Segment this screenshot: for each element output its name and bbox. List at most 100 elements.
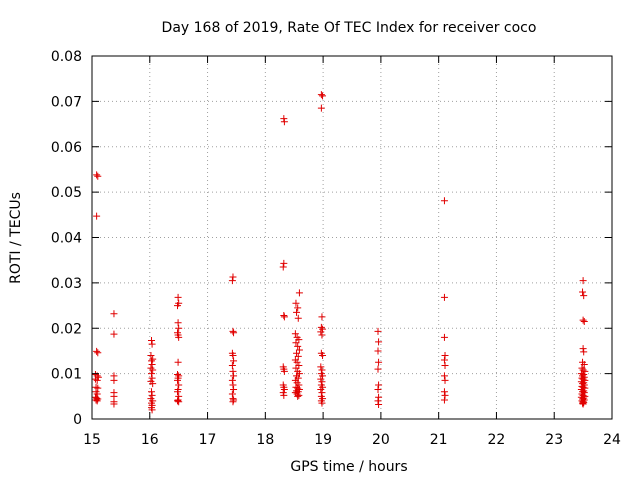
data-point xyxy=(110,310,118,318)
data-point xyxy=(374,347,382,355)
y-tick-label: 0.08 xyxy=(51,49,82,65)
data-point xyxy=(93,171,101,179)
data-point xyxy=(441,351,449,359)
data-point xyxy=(93,376,101,384)
data-point xyxy=(375,358,383,366)
x-tick-label: 17 xyxy=(199,432,217,448)
data-point xyxy=(148,357,156,365)
data-point xyxy=(440,356,448,364)
data-point xyxy=(280,391,288,399)
data-point xyxy=(295,336,303,344)
data-point xyxy=(579,288,587,296)
data-point xyxy=(92,396,100,404)
data-point xyxy=(94,384,102,392)
y-axis-label: ROTI / TECUs xyxy=(8,192,24,284)
data-point xyxy=(292,299,300,307)
data-point xyxy=(229,351,237,359)
x-tick-label: 16 xyxy=(141,432,159,448)
data-point xyxy=(174,376,182,384)
data-point xyxy=(280,259,288,267)
data-point xyxy=(578,382,586,390)
data-point xyxy=(229,398,237,406)
data-point xyxy=(149,355,157,363)
data-point xyxy=(149,366,157,374)
data-point xyxy=(230,386,238,394)
data-point xyxy=(579,316,587,324)
y-tick-label: 0.01 xyxy=(51,367,82,383)
data-point xyxy=(110,400,118,408)
data-point xyxy=(579,277,587,285)
data-point xyxy=(317,386,325,394)
data-point xyxy=(440,293,448,301)
data-point xyxy=(148,391,156,399)
y-tick-label: 0.06 xyxy=(51,140,82,156)
y-axis-ticks: 0 0.01 0.02 0.03 0.04 0.05 0.06 0.07 0.08 xyxy=(51,49,612,428)
grid-lines xyxy=(92,56,612,419)
data-point xyxy=(292,339,300,347)
data-point xyxy=(174,396,182,404)
data-point xyxy=(148,374,156,382)
data-point xyxy=(318,331,326,339)
data-point xyxy=(292,364,300,372)
data-points xyxy=(91,91,589,414)
y-tick-label: 0.07 xyxy=(51,94,82,110)
data-point xyxy=(317,91,325,99)
y-tick-label: 0 xyxy=(73,412,82,428)
data-point xyxy=(175,333,183,341)
data-point xyxy=(293,308,301,316)
data-point xyxy=(319,372,327,380)
data-point xyxy=(319,351,327,359)
data-point xyxy=(174,293,182,301)
data-point xyxy=(229,381,237,389)
data-point xyxy=(579,366,587,374)
data-point xyxy=(294,314,302,322)
data-point xyxy=(295,289,303,297)
data-point xyxy=(229,273,237,281)
data-point xyxy=(91,375,99,383)
data-point xyxy=(317,363,325,371)
data-point xyxy=(317,323,325,331)
data-point xyxy=(294,304,302,312)
data-point xyxy=(174,397,182,405)
y-tick-label: 0.04 xyxy=(51,231,82,247)
data-point xyxy=(294,352,302,360)
data-point xyxy=(374,386,382,394)
data-point xyxy=(148,337,156,345)
data-point xyxy=(149,380,157,388)
data-point xyxy=(579,400,587,408)
data-point xyxy=(280,312,288,320)
data-point xyxy=(280,118,288,126)
data-point xyxy=(579,399,587,407)
data-point xyxy=(93,212,101,220)
data-point xyxy=(110,330,118,338)
chart-title: Day 168 of 2019, Rate Of TEC Index for r… xyxy=(162,20,537,36)
data-point xyxy=(280,367,288,375)
data-point xyxy=(94,172,102,180)
x-tick-label: 24 xyxy=(603,432,621,448)
data-point xyxy=(279,263,287,271)
data-point xyxy=(580,348,588,356)
data-point xyxy=(579,345,587,353)
data-point xyxy=(230,357,238,365)
data-point xyxy=(318,366,326,374)
data-point xyxy=(175,381,183,389)
data-point xyxy=(230,372,238,380)
data-point xyxy=(580,387,588,395)
data-point xyxy=(174,358,182,366)
data-point xyxy=(174,319,182,327)
data-point xyxy=(375,381,383,389)
data-point xyxy=(294,342,302,350)
data-point xyxy=(280,115,288,123)
data-point xyxy=(580,317,588,325)
data-point xyxy=(319,92,327,100)
x-tick-label: 20 xyxy=(372,432,390,448)
data-point xyxy=(174,388,182,396)
data-point xyxy=(174,371,182,379)
data-point xyxy=(228,376,236,384)
data-point xyxy=(317,104,325,112)
x-tick-label: 22 xyxy=(488,432,506,448)
data-point xyxy=(293,349,301,357)
data-point xyxy=(229,367,237,375)
x-axis-label: GPS time / hours xyxy=(290,459,407,475)
